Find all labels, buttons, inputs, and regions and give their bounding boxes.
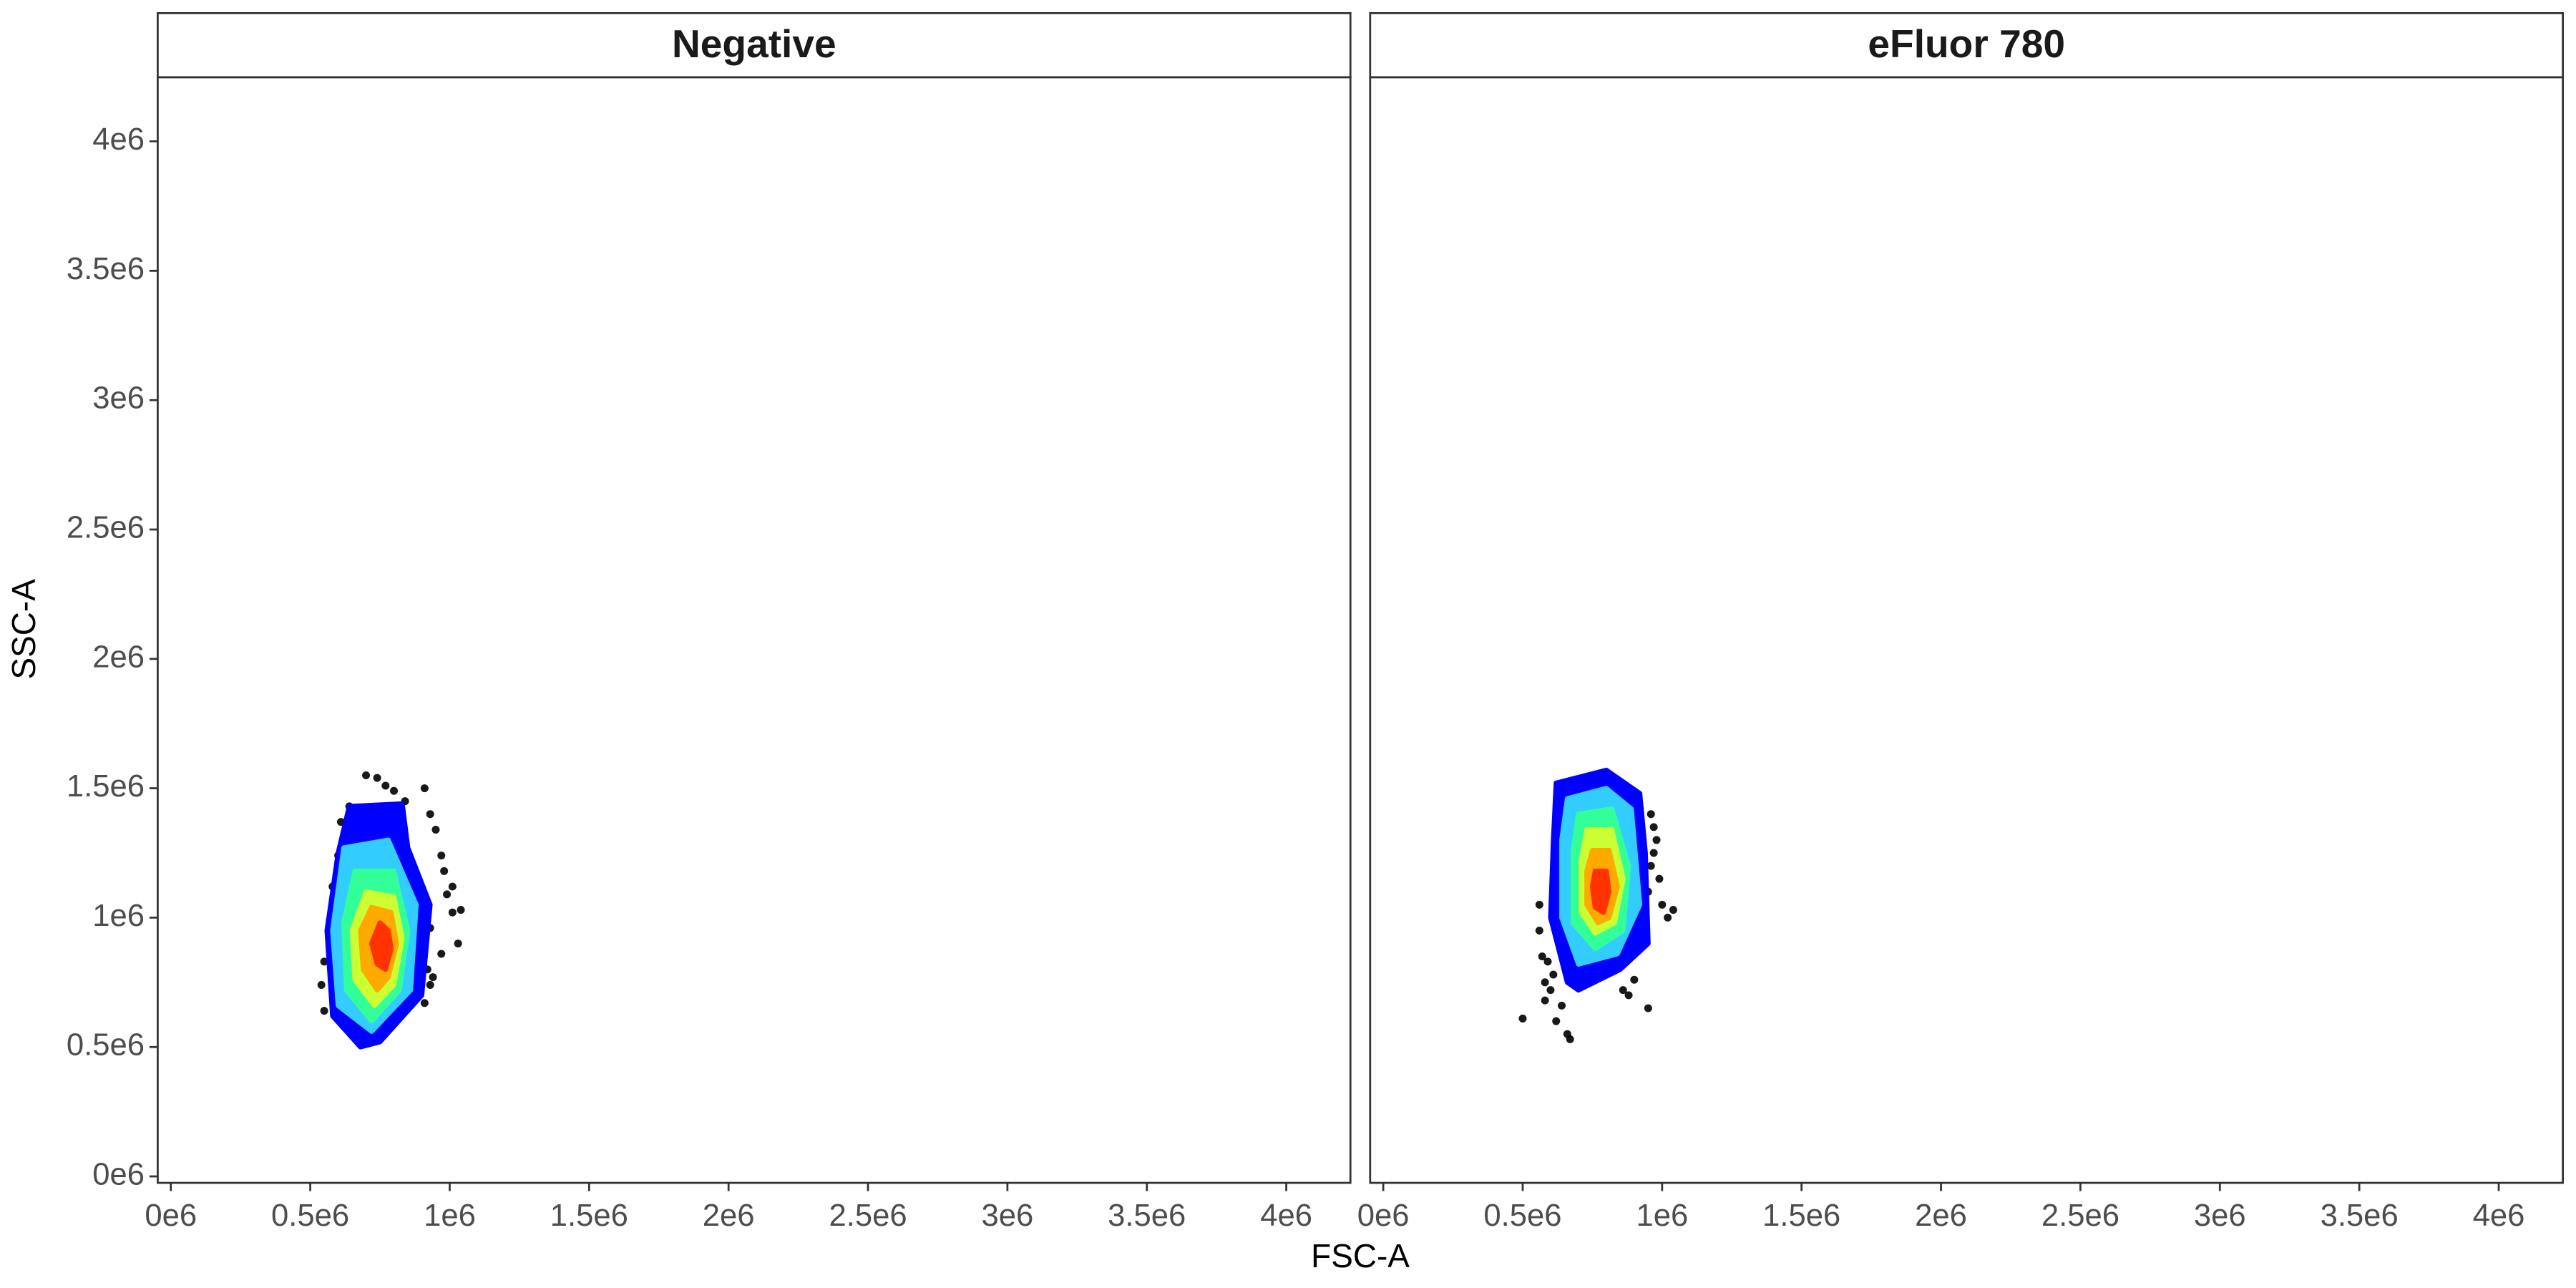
- point: [1649, 823, 1658, 831]
- y-axis-title: SSC-A: [5, 579, 42, 680]
- point: [437, 852, 446, 860]
- point: [389, 786, 399, 795]
- point: [1541, 996, 1549, 1005]
- x-tick-label: 2.5e6: [2041, 1199, 2119, 1233]
- x-tick-label: 1.5e6: [1762, 1199, 1840, 1233]
- point: [1669, 906, 1677, 914]
- point: [437, 950, 446, 958]
- point: [1535, 926, 1543, 935]
- x-tick-label: 1.5e6: [550, 1199, 628, 1233]
- x-tick-label: 1e6: [424, 1199, 476, 1233]
- point: [431, 825, 440, 834]
- x-tick-label: 1e6: [1636, 1199, 1688, 1233]
- point: [1649, 849, 1658, 857]
- point: [1644, 1004, 1652, 1013]
- point: [1655, 874, 1664, 883]
- point: [1566, 1035, 1574, 1043]
- point: [420, 784, 429, 793]
- x-tick-label: 3.5e6: [1108, 1199, 1186, 1233]
- point: [1541, 978, 1549, 987]
- point: [429, 973, 437, 982]
- point: [448, 882, 457, 891]
- point: [1630, 975, 1639, 984]
- x-tick-label: 4e6: [2473, 1199, 2525, 1233]
- density-contour: [1589, 868, 1612, 915]
- y-tick-label: 3e6: [92, 381, 145, 416]
- strip: [157, 11, 1352, 79]
- y-tick-label: 2.5e6: [67, 511, 145, 545]
- facet-title: eFluor 780: [1868, 21, 2065, 66]
- x-tick-label: 3e6: [2194, 1199, 2246, 1233]
- point: [443, 890, 452, 899]
- x-tick-label: 4e6: [1260, 1199, 1312, 1233]
- point: [1624, 991, 1633, 1000]
- y-tick-label: 1.5e6: [67, 769, 145, 804]
- y-tick-label: 2e6: [92, 640, 145, 674]
- point: [320, 1007, 328, 1015]
- point: [1538, 952, 1546, 961]
- point: [1549, 970, 1558, 979]
- x-tick-label: 3.5e6: [2321, 1199, 2399, 1233]
- y-tick-label: 4e6: [92, 122, 145, 157]
- point: [317, 980, 326, 989]
- y-tick-label: 0e6: [92, 1158, 145, 1192]
- facet-title: Negative: [672, 21, 836, 66]
- x-axis-title: FSC-A: [1311, 1237, 1410, 1274]
- point: [426, 810, 434, 819]
- point: [420, 999, 429, 1008]
- y-tick-label: 3.5e6: [67, 252, 145, 286]
- point: [1619, 986, 1627, 995]
- y-tick-label: 1e6: [92, 899, 145, 933]
- point: [454, 940, 462, 948]
- point: [1646, 810, 1655, 819]
- point: [1546, 986, 1555, 995]
- x-tick-label: 0e6: [1357, 1199, 1410, 1233]
- x-tick-label: 0.5e6: [1483, 1199, 1561, 1233]
- density-contour: [369, 920, 394, 972]
- x-tick-label: 2e6: [1915, 1199, 1967, 1233]
- point: [1558, 1001, 1566, 1010]
- panel-border: [157, 76, 1352, 1184]
- point: [1552, 1017, 1561, 1025]
- point: [1658, 900, 1667, 909]
- point: [1652, 836, 1661, 844]
- point: [1535, 900, 1543, 909]
- x-tick-label: 2.5e6: [829, 1199, 907, 1233]
- x-tick-label: 2e6: [703, 1199, 755, 1233]
- point: [1646, 862, 1655, 870]
- strip: [1369, 11, 2565, 79]
- point: [457, 906, 465, 914]
- point: [426, 980, 434, 989]
- panel-border: [1369, 76, 2565, 1184]
- point: [373, 774, 381, 782]
- point: [448, 908, 457, 917]
- point: [1543, 957, 1552, 966]
- point: [320, 957, 328, 966]
- x-tick-label: 3e6: [982, 1199, 1034, 1233]
- point: [362, 771, 371, 780]
- x-tick-label: 0.5e6: [271, 1199, 349, 1233]
- point: [1664, 913, 1672, 922]
- point: [1518, 1014, 1527, 1023]
- point: [381, 781, 390, 790]
- y-tick-label: 0.5e6: [67, 1028, 145, 1063]
- point: [440, 867, 449, 875]
- x-tick-label: 0e6: [145, 1199, 197, 1233]
